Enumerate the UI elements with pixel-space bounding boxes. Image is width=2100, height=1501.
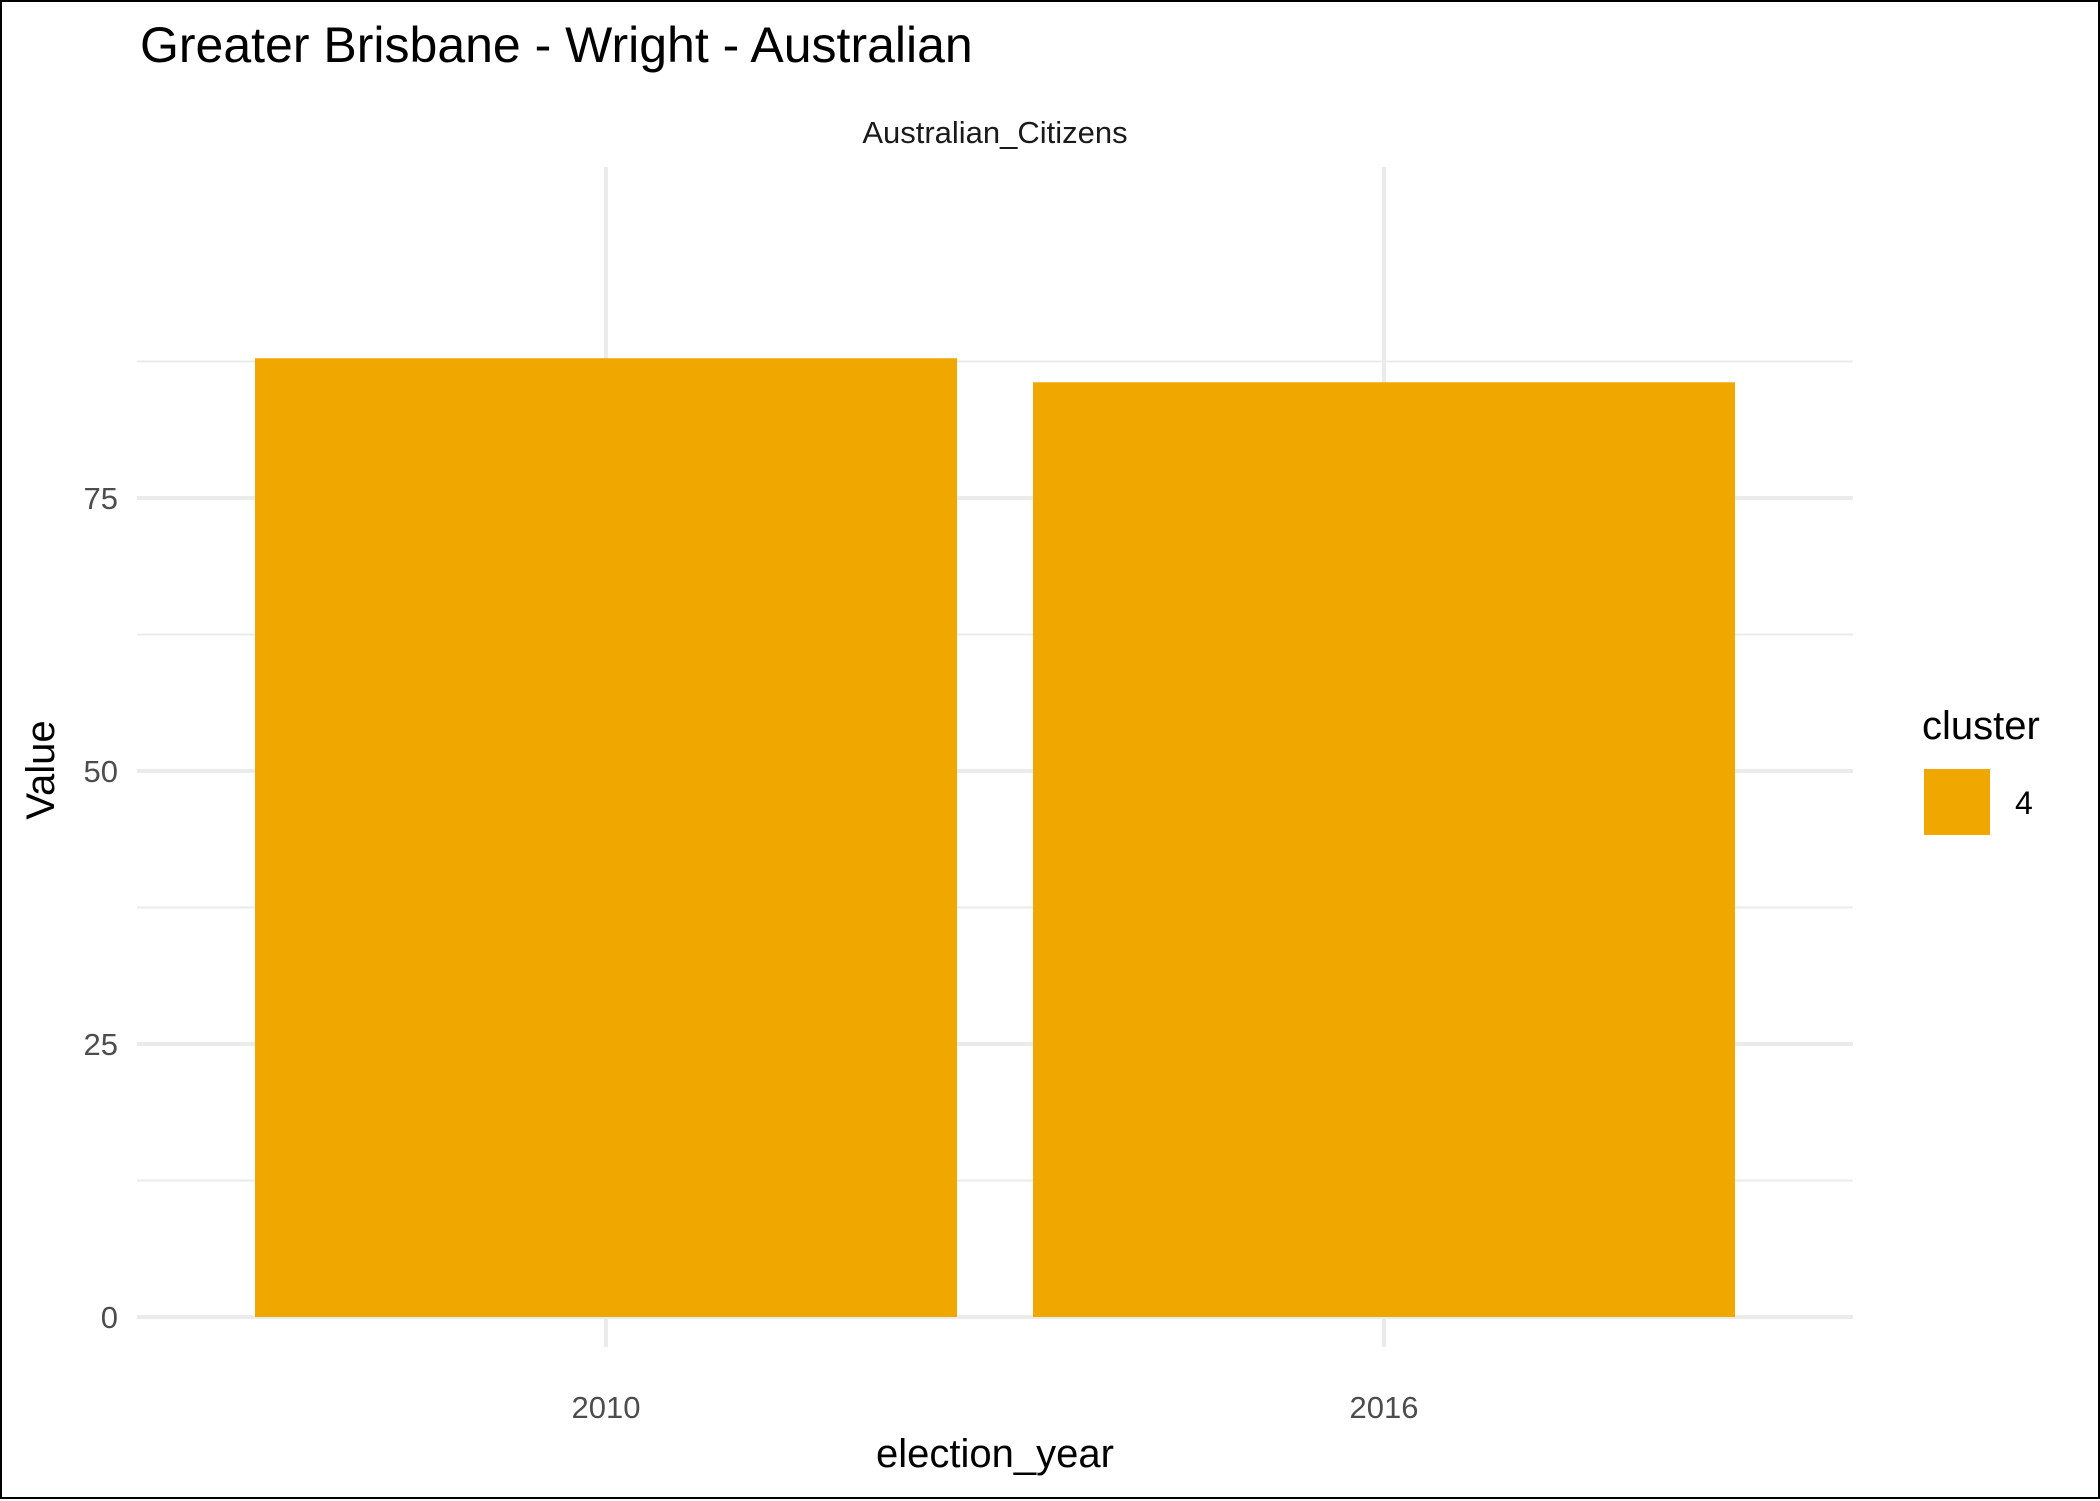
chart-title: Greater Brisbane - Wright - Australian: [140, 17, 973, 73]
y-tick-label: 50: [84, 754, 118, 789]
y-tick-label: 0: [101, 1300, 118, 1335]
legend-swatch: [1924, 769, 1990, 835]
x-axis-label: election_year: [876, 1432, 1114, 1476]
x-tick-label: 2010: [572, 1390, 641, 1425]
y-tick-label: 75: [84, 481, 118, 516]
bars: [255, 358, 1735, 1317]
y-axis-ticks: 0 25 50 75: [84, 481, 118, 1335]
y-tick-label: 25: [84, 1027, 118, 1062]
legend-title: cluster: [1922, 704, 2040, 748]
bar-2016: [1033, 382, 1735, 1317]
y-axis-label: Value: [19, 720, 63, 819]
bar-2010: [255, 358, 957, 1317]
facet-label: Australian_Citizens: [862, 115, 1127, 150]
legend: cluster 4: [1922, 704, 2040, 835]
x-tick-label: 2016: [1350, 1390, 1419, 1425]
legend-entry-label: 4: [2015, 785, 2033, 821]
x-axis-ticks: 2010 2016: [572, 1390, 1419, 1425]
